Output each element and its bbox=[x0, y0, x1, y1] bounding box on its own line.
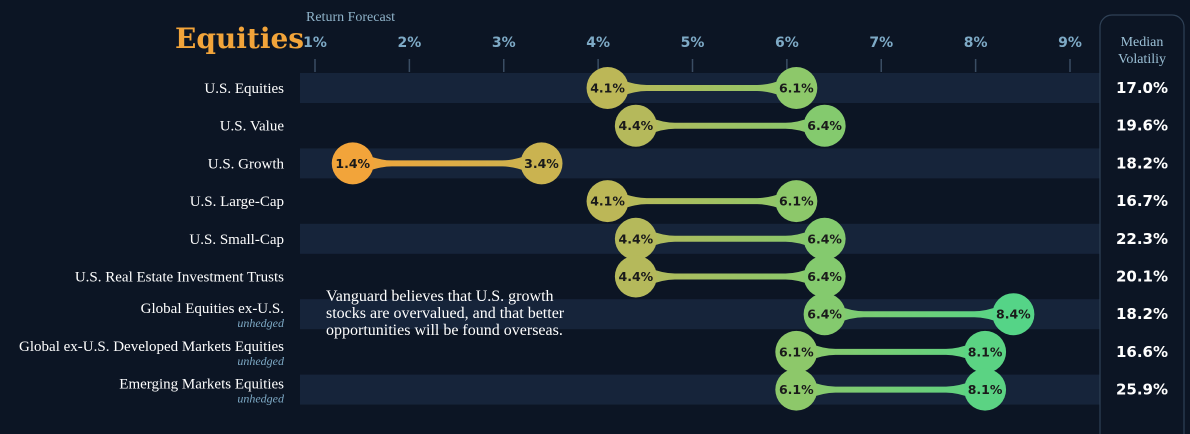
low-marker bbox=[586, 67, 629, 109]
volatility-column-frame bbox=[1099, 14, 1185, 434]
row-label: U.S. Real Estate Investment Trusts bbox=[75, 270, 284, 286]
high-marker bbox=[803, 217, 846, 260]
range-bar bbox=[808, 380, 974, 399]
low-value-label: 6.1% bbox=[779, 344, 814, 359]
low-marker bbox=[614, 217, 657, 260]
dumbbell-rows: U.S. Equities 4.1% 6.1% 17.0% U.S. Value 4.4%… bbox=[19, 67, 1168, 411]
high-value-label: 6.4% bbox=[807, 269, 842, 284]
high-value-label: 6.4% bbox=[807, 231, 842, 246]
x-axis-ticks: 1% 2% 3% 4% 5% 6% 7% 8% 9% bbox=[303, 35, 1082, 72]
row: U.S. Equities 4.1% 6.1% 17.0% bbox=[204, 67, 1168, 109]
row: Global ex-U.S. Developed Markets Equitie… bbox=[19, 330, 1168, 373]
volatility-value: 20.1% bbox=[1116, 268, 1168, 286]
row-sublabel: unhedged bbox=[237, 354, 285, 368]
x-tick-label: 7% bbox=[869, 35, 893, 51]
volatility-value: 19.6% bbox=[1116, 117, 1168, 135]
row: U.S. Growth 1.4% 3.4% 18.2% bbox=[208, 142, 1168, 185]
volatility-header-line2: Volatiliy bbox=[1118, 52, 1166, 67]
high-marker bbox=[775, 67, 818, 109]
row: U.S. Real Estate Investment Trusts 4.4% 6.… bbox=[75, 255, 1168, 298]
low-value-label: 4.4% bbox=[619, 269, 654, 284]
low-marker bbox=[775, 330, 818, 373]
range-bar bbox=[364, 154, 530, 173]
range-bar bbox=[647, 229, 813, 248]
high-value-label: 6.1% bbox=[779, 194, 814, 209]
row-label: U.S. Growth bbox=[208, 156, 285, 172]
x-tick-label: 5% bbox=[681, 35, 705, 51]
x-tick-label: 1% bbox=[303, 35, 327, 51]
x-tick-label: 3% bbox=[492, 35, 516, 51]
high-marker bbox=[803, 255, 846, 298]
row-label: U.S. Equities bbox=[204, 81, 284, 97]
high-value-label: 8.1% bbox=[968, 344, 1003, 359]
x-tick-label: 4% bbox=[586, 35, 610, 51]
row-label: U.S. Large-Cap bbox=[190, 194, 284, 210]
volatility-value: 22.3% bbox=[1116, 230, 1168, 248]
low-value-label: 6.4% bbox=[807, 307, 842, 322]
volatility-value: 18.2% bbox=[1116, 305, 1168, 323]
row-label: U.S. Small-Cap bbox=[189, 232, 284, 248]
high-marker bbox=[520, 142, 563, 185]
low-marker bbox=[614, 104, 657, 147]
low-marker bbox=[614, 255, 657, 298]
row: U.S. Small-Cap 4.4% 6.4% 22.3% bbox=[189, 217, 1168, 260]
high-marker bbox=[964, 368, 1007, 411]
row: Global Equities ex-U.S.unhedged 6.4% 8.4% 1… bbox=[141, 293, 1168, 336]
high-marker bbox=[775, 180, 818, 223]
range-bar bbox=[836, 305, 1002, 324]
row-label: Emerging Markets Equities bbox=[119, 377, 284, 393]
x-tick-label: 6% bbox=[775, 35, 799, 51]
high-value-label: 8.4% bbox=[996, 307, 1031, 322]
row: U.S. Value 4.4% 6.4% 19.6% bbox=[220, 104, 1168, 147]
high-marker bbox=[803, 104, 846, 147]
range-bar bbox=[808, 342, 974, 361]
volatility-value: 25.9% bbox=[1116, 381, 1168, 399]
low-value-label: 4.1% bbox=[590, 194, 625, 209]
low-value-label: 4.1% bbox=[590, 81, 625, 96]
volatility-value: 17.0% bbox=[1116, 79, 1168, 97]
x-tick-label: 2% bbox=[397, 35, 421, 51]
range-bar bbox=[647, 267, 813, 286]
low-value-label: 4.4% bbox=[619, 231, 654, 246]
volatility-header-line1: Median bbox=[1121, 35, 1164, 50]
high-value-label: 6.4% bbox=[807, 118, 842, 133]
high-value-label: 8.1% bbox=[968, 382, 1003, 397]
high-marker bbox=[992, 293, 1035, 336]
row-sublabel: unhedged bbox=[237, 316, 285, 330]
low-marker bbox=[586, 180, 629, 223]
high-value-label: 6.1% bbox=[779, 81, 814, 96]
x-axis-title: Return Forecast bbox=[306, 10, 395, 25]
row-sublabel: unhedged bbox=[237, 392, 285, 406]
low-value-label: 1.4% bbox=[335, 156, 370, 171]
low-value-label: 6.1% bbox=[779, 382, 814, 397]
range-bar bbox=[619, 79, 785, 97]
x-tick-label: 8% bbox=[964, 35, 988, 51]
low-marker bbox=[803, 293, 846, 336]
low-value-label: 4.4% bbox=[619, 118, 654, 133]
low-marker bbox=[331, 142, 374, 185]
chart-title: Equities bbox=[175, 22, 304, 55]
annotation-text: Vanguard believes that U.S. growth stock… bbox=[326, 288, 565, 339]
range-bar bbox=[647, 116, 813, 135]
x-tick-label: 9% bbox=[1058, 35, 1082, 51]
row-label: U.S. Value bbox=[220, 119, 285, 135]
row-label: Global Equities ex-U.S. bbox=[141, 301, 284, 317]
volatility-value: 16.6% bbox=[1116, 343, 1168, 361]
low-marker bbox=[775, 368, 818, 411]
row: U.S. Large-Cap 4.1% 6.1% 16.7% bbox=[190, 180, 1168, 223]
row-label: Global ex-U.S. Developed Markets Equitie… bbox=[19, 339, 284, 355]
high-value-label: 3.4% bbox=[524, 156, 559, 171]
volatility-value: 18.2% bbox=[1116, 154, 1168, 172]
range-bar bbox=[619, 192, 785, 211]
high-marker bbox=[964, 330, 1007, 373]
volatility-value: 16.7% bbox=[1116, 192, 1168, 210]
